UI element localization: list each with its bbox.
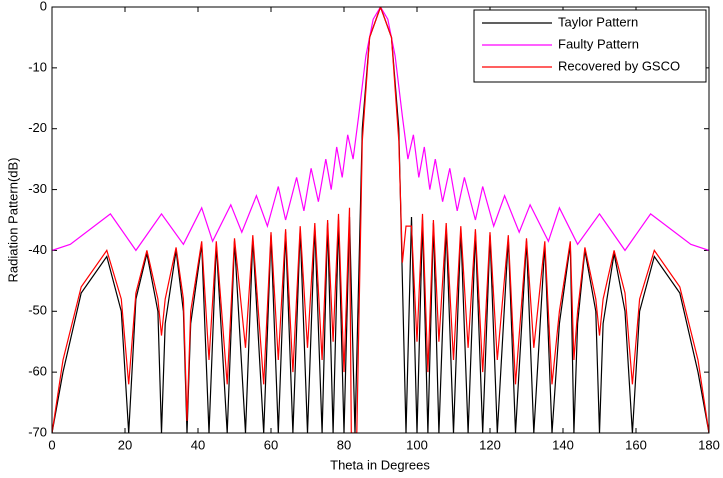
- x-tick-label: 120: [479, 437, 501, 452]
- legend-label: Faulty Pattern: [558, 36, 639, 51]
- legend-box: [473, 9, 707, 83]
- x-tick-label: 100: [406, 437, 428, 452]
- x-tick-label: 60: [264, 437, 278, 452]
- x-tick-label: 80: [337, 437, 351, 452]
- x-tick-label: 20: [118, 437, 132, 452]
- x-tick-label: 0: [48, 437, 55, 452]
- y-tick-label: -50: [28, 303, 47, 318]
- series-line: [52, 7, 709, 433]
- x-tick-label: 160: [625, 437, 647, 452]
- y-tick-label: -70: [28, 424, 47, 439]
- y-tick-label: -40: [28, 242, 47, 257]
- y-tick-label: -10: [28, 59, 47, 74]
- x-tick-label: 180: [698, 437, 720, 452]
- y-tick-label: -60: [28, 364, 47, 379]
- y-tick-label: 0: [40, 0, 47, 13]
- plot-frame: [51, 6, 710, 434]
- y-axis-label: Radiation Pattern(dB): [5, 157, 20, 282]
- legend-label: Taylor Pattern: [558, 14, 638, 29]
- x-tick-label: 40: [191, 437, 205, 452]
- x-tick-label: 140: [552, 437, 574, 452]
- series-line: [52, 7, 709, 252]
- y-tick-label: -20: [28, 120, 47, 135]
- y-tick-label: -30: [28, 181, 47, 196]
- x-axis-label: Theta in Degrees: [330, 457, 430, 472]
- legend-label: Recovered by GSCO: [558, 58, 680, 73]
